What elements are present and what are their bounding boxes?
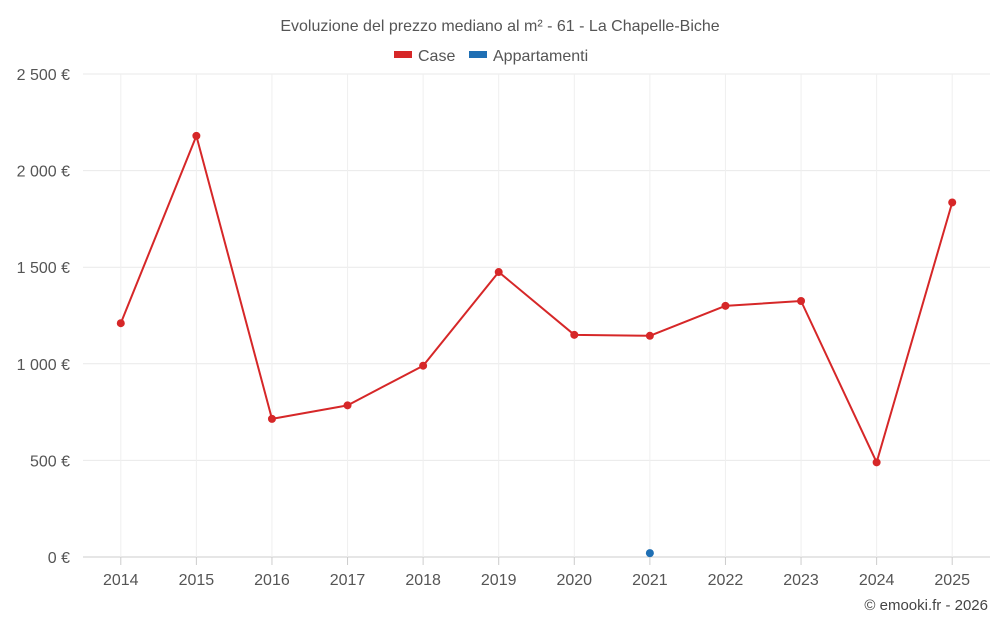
y-tick-label: 2 000 € xyxy=(17,164,70,181)
x-tick-label: 2024 xyxy=(859,572,895,589)
series-line-case xyxy=(119,134,954,464)
x-tick-label: 2019 xyxy=(481,572,517,589)
data-point-case[interactable] xyxy=(872,458,881,467)
data-point-case[interactable] xyxy=(948,198,957,207)
credit-text: © emooki.fr - 2026 xyxy=(864,597,988,614)
data-point-case[interactable] xyxy=(645,331,654,340)
data-point-case[interactable] xyxy=(570,330,579,339)
grid xyxy=(83,73,990,558)
data-point-case[interactable] xyxy=(192,131,201,140)
data-point-appartamenti[interactable] xyxy=(645,549,654,558)
data-point-case[interactable] xyxy=(721,301,730,310)
x-tick-label: 2023 xyxy=(783,572,819,589)
x-tick-label: 2014 xyxy=(103,572,139,589)
x-tick-label: 2020 xyxy=(556,572,592,589)
chart-title: Evoluzione del prezzo mediano al m² - 61… xyxy=(280,18,719,35)
y-tick-label: 1 500 € xyxy=(17,260,70,277)
data-point-case[interactable] xyxy=(419,361,428,370)
x-tick-label: 2017 xyxy=(330,572,366,589)
y-tick-label: 0 € xyxy=(48,550,70,567)
x-tick-label: 2022 xyxy=(708,572,744,589)
x-tick-label: 2025 xyxy=(934,572,970,589)
data-point-case[interactable] xyxy=(494,268,503,277)
legend-label-appartamenti: Appartamenti xyxy=(493,48,588,65)
data-point-case[interactable] xyxy=(116,319,125,328)
axes: 0 € 500 € 1 000 € 1 500 € 2 000 € 2 500 € 2014… xyxy=(17,67,970,589)
data-point-case[interactable] xyxy=(267,414,276,423)
y-tick-label: 500 € xyxy=(30,453,70,470)
x-tick-label: 2015 xyxy=(179,572,215,589)
y-tick-label: 2 500 € xyxy=(17,67,70,84)
series xyxy=(116,131,957,558)
legend-item-case[interactable]: Case xyxy=(394,48,455,65)
legend-swatch-appartamenti xyxy=(469,51,487,58)
y-tick-label: 1 000 € xyxy=(17,357,70,374)
legend: Case Appartamenti xyxy=(394,48,588,65)
legend-swatch-case xyxy=(394,51,412,58)
x-tick-label: 2018 xyxy=(405,572,441,589)
data-point-case[interactable] xyxy=(343,401,352,410)
legend-item-appartamenti[interactable]: Appartamenti xyxy=(469,48,588,65)
x-tick-label: 2021 xyxy=(632,572,668,589)
x-tick-label: 2016 xyxy=(254,572,290,589)
legend-label-case: Case xyxy=(418,48,455,65)
data-point-case[interactable] xyxy=(797,297,806,306)
